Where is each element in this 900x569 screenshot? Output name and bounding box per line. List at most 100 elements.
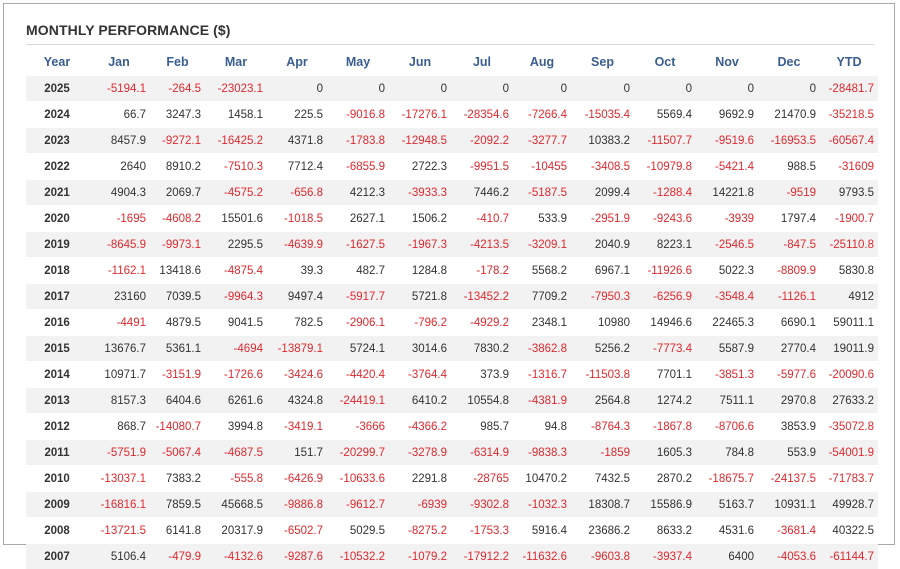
value-cell: 7830.2 — [451, 336, 513, 362]
value-cell: -1126.1 — [758, 284, 820, 310]
value-cell: -2906.1 — [327, 310, 389, 336]
value-cell: -1867.8 — [634, 414, 696, 440]
year-cell: 2017 — [26, 284, 88, 310]
value-cell: -4639.9 — [267, 232, 327, 258]
value-cell: -13452.2 — [451, 284, 513, 310]
value-cell: 2970.8 — [758, 388, 820, 414]
value-cell: -28354.6 — [451, 102, 513, 128]
value-cell: -9519 — [758, 180, 820, 206]
value-cell: 4879.5 — [150, 310, 205, 336]
column-header-nov: Nov — [696, 48, 758, 76]
value-cell: 15586.9 — [634, 492, 696, 518]
value-cell: -16816.1 — [88, 492, 150, 518]
value-cell: 5916.4 — [513, 518, 571, 544]
value-cell: 13418.6 — [150, 258, 205, 284]
value-cell: 8223.1 — [634, 232, 696, 258]
value-cell: 6141.8 — [150, 518, 205, 544]
year-cell: 2009 — [26, 492, 88, 518]
column-header-mar: Mar — [205, 48, 267, 76]
value-cell: 49928.7 — [820, 492, 878, 518]
value-cell: 10554.8 — [451, 388, 513, 414]
value-cell: -3939 — [696, 206, 758, 232]
value-cell: -8809.9 — [758, 258, 820, 284]
value-cell: 782.5 — [267, 310, 327, 336]
value-cell: -3933.3 — [389, 180, 451, 206]
value-cell: 2870.2 — [634, 466, 696, 492]
value-cell: -5194.1 — [88, 76, 150, 102]
value-cell: 5029.5 — [327, 518, 389, 544]
year-cell: 2024 — [26, 102, 88, 128]
title-divider — [26, 44, 874, 45]
value-cell: -4491 — [88, 310, 150, 336]
value-cell: -796.2 — [389, 310, 451, 336]
year-cell: 2021 — [26, 180, 88, 206]
value-cell: -3419.1 — [267, 414, 327, 440]
value-cell: -11503.8 — [571, 362, 634, 388]
value-cell: 7709.2 — [513, 284, 571, 310]
value-cell: -61144.7 — [820, 544, 878, 569]
year-cell: 2010 — [26, 466, 88, 492]
column-header-jan: Jan — [88, 48, 150, 76]
value-cell: 1458.1 — [205, 102, 267, 128]
value-cell: -11632.6 — [513, 544, 571, 569]
value-cell: 6404.6 — [150, 388, 205, 414]
value-cell: -5067.4 — [150, 440, 205, 466]
value-cell: -3937.4 — [634, 544, 696, 569]
value-cell: -6939 — [389, 492, 451, 518]
value-cell: -9612.7 — [327, 492, 389, 518]
year-cell: 2011 — [26, 440, 88, 466]
value-cell: 1274.2 — [634, 388, 696, 414]
value-cell: 10470.2 — [513, 466, 571, 492]
value-cell: -7773.4 — [634, 336, 696, 362]
column-header-feb: Feb — [150, 48, 205, 76]
value-cell: -1018.5 — [267, 206, 327, 232]
value-cell: 0 — [389, 76, 451, 102]
value-cell: 5721.8 — [389, 284, 451, 310]
value-cell: -847.5 — [758, 232, 820, 258]
value-cell: 4531.6 — [696, 518, 758, 544]
value-cell: 4912 — [820, 284, 878, 310]
value-cell: 19011.9 — [820, 336, 878, 362]
value-cell: -54001.9 — [820, 440, 878, 466]
value-cell: 5361.1 — [150, 336, 205, 362]
value-cell: -1783.8 — [327, 128, 389, 154]
value-cell: 9793.5 — [820, 180, 878, 206]
value-cell: -9243.6 — [634, 206, 696, 232]
value-cell: -6426.9 — [267, 466, 327, 492]
value-cell: -7950.3 — [571, 284, 634, 310]
value-cell: -1726.6 — [205, 362, 267, 388]
value-cell: -12948.5 — [389, 128, 451, 154]
value-cell: -9964.3 — [205, 284, 267, 310]
value-cell: -3548.4 — [696, 284, 758, 310]
value-cell: 27633.2 — [820, 388, 878, 414]
column-header-oct: Oct — [634, 48, 696, 76]
value-cell: 7712.4 — [267, 154, 327, 180]
value-cell: 0 — [634, 76, 696, 102]
value-cell: 9692.9 — [696, 102, 758, 128]
value-cell: 2040.9 — [571, 232, 634, 258]
year-cell: 2022 — [26, 154, 88, 180]
value-cell: -2092.2 — [451, 128, 513, 154]
column-header-ytd: YTD — [820, 48, 878, 76]
value-cell: -4366.2 — [389, 414, 451, 440]
value-cell: 2348.1 — [513, 310, 571, 336]
value-cell: -60567.4 — [820, 128, 878, 154]
year-cell: 2015 — [26, 336, 88, 362]
value-cell: 0 — [571, 76, 634, 102]
value-cell: -479.9 — [150, 544, 205, 569]
value-cell: 6690.1 — [758, 310, 820, 336]
year-cell: 2019 — [26, 232, 88, 258]
value-cell: 3853.9 — [758, 414, 820, 440]
value-cell: 14221.8 — [696, 180, 758, 206]
value-cell: 9041.5 — [205, 310, 267, 336]
value-cell: 5830.8 — [820, 258, 878, 284]
year-cell: 2020 — [26, 206, 88, 232]
value-cell: 985.7 — [451, 414, 513, 440]
